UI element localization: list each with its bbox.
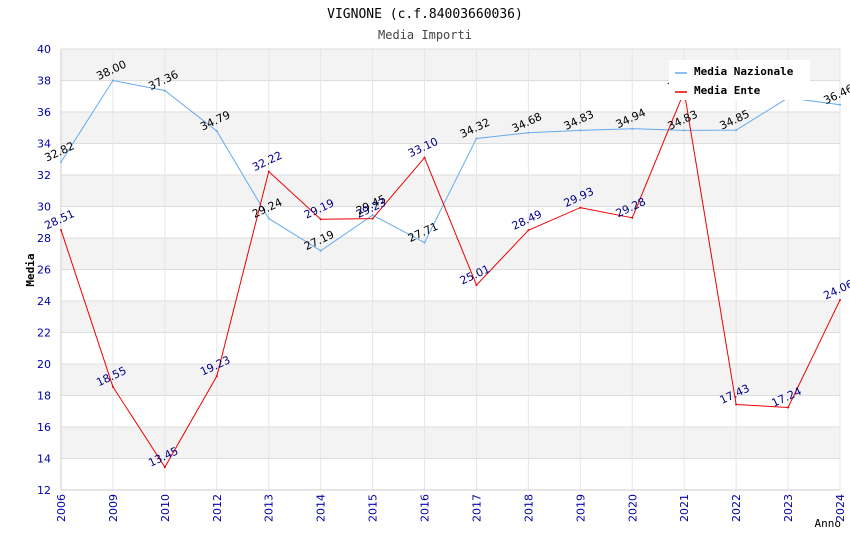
data-point: [319, 218, 322, 221]
data-label: 32.22: [250, 149, 284, 174]
x-tick-labels: 2006 2009 2010 2012 2013 2014 2015 2016 2017 2018…: [55, 494, 847, 522]
data-point: [163, 466, 166, 469]
data-point: [527, 229, 530, 232]
y-axis-label: Media: [24, 253, 37, 286]
data-point: [839, 299, 841, 302]
x-tick-label: 2021: [678, 494, 691, 522]
y-tick-label: 38: [37, 75, 51, 88]
y-tick-label: 30: [37, 201, 51, 214]
data-point: [735, 129, 738, 132]
data-point: [631, 127, 634, 130]
data-label: 24.06: [821, 277, 850, 302]
y-tick-label: 26: [37, 264, 51, 277]
data-point: [215, 375, 218, 378]
data-point: [475, 284, 478, 287]
chart-title: VIGNONE (c.f.84003660036): [327, 7, 523, 22]
legend: Media Nazionale Media Ente: [669, 60, 810, 100]
chart-subtitle: Media Importi: [378, 28, 472, 42]
grid-band: [61, 364, 840, 396]
data-point: [111, 79, 114, 82]
y-tick-label: 36: [37, 106, 51, 119]
data-point: [371, 214, 374, 217]
x-tick-label: 2009: [107, 494, 120, 522]
axes: [60, 49, 840, 491]
x-tick-label: 2015: [367, 494, 380, 522]
x-axis-label: Anno: [815, 517, 842, 530]
data-label: 36.46: [821, 82, 850, 107]
data-point: [683, 129, 686, 132]
x-tick-label: 2016: [419, 494, 432, 522]
y-tick-label: 32: [37, 169, 51, 182]
data-point: [267, 217, 270, 220]
data-point: [371, 217, 374, 220]
data-point: [267, 170, 270, 173]
x-tick-label: 2017: [470, 494, 483, 522]
y-tick-label: 20: [37, 358, 51, 371]
y-tick-label: 12: [37, 484, 51, 497]
data-point: [579, 206, 582, 209]
legend-box: [669, 60, 810, 100]
data-point: [579, 129, 582, 132]
x-tick-label: 2019: [574, 494, 587, 522]
y-tick-label: 34: [37, 138, 51, 151]
grid-band: [61, 112, 840, 144]
data-point: [111, 385, 114, 388]
x-tick-label: 2018: [522, 494, 535, 522]
data-point: [215, 130, 218, 133]
y-tick-label: 28: [37, 232, 51, 245]
y-tick-label: 24: [37, 295, 51, 308]
x-tick-label: 2013: [263, 494, 276, 522]
data-label: 28.49: [510, 208, 544, 233]
x-tick-label: 2022: [730, 494, 743, 522]
data-point: [475, 137, 478, 140]
grid-band: [61, 301, 840, 333]
series-line-0: [60, 79, 841, 252]
x-tick-label: 2006: [55, 494, 68, 522]
data-point: [163, 89, 166, 92]
x-tick-label: 2014: [315, 494, 328, 522]
series-lines: [60, 79, 841, 469]
data-point: [631, 216, 634, 219]
data-point: [423, 156, 426, 159]
y-tick-label: 18: [37, 390, 51, 403]
data-point: [527, 131, 530, 134]
x-tick-label: 2010: [159, 494, 172, 522]
y-tick-label: 40: [37, 43, 51, 56]
data-point: [60, 161, 62, 164]
legend-label-nazionale: Media Nazionale: [694, 65, 794, 78]
y-tick-label: 14: [37, 453, 51, 466]
x-tick-label: 2024: [834, 494, 847, 522]
x-tick-label: 2012: [211, 494, 224, 522]
data-point: [839, 103, 841, 106]
data-point: [60, 228, 62, 231]
y-tick-label: 22: [37, 327, 51, 340]
legend-label-ente: Media Ente: [694, 84, 761, 97]
data-point: [787, 406, 790, 409]
data-point: [735, 403, 738, 406]
data-point: [423, 241, 426, 244]
y-tick-labels: 12 14 16 18 20 22 24 26 28 30 32 34 36 38 40: [37, 43, 51, 497]
y-tick-label: 16: [37, 421, 51, 434]
x-tick-label: 2020: [626, 494, 639, 522]
series-line-1: [60, 89, 841, 469]
grid-band: [61, 427, 840, 459]
grid-band: [61, 238, 840, 270]
data-point: [319, 249, 322, 252]
x-tick-label: 2023: [782, 494, 795, 522]
